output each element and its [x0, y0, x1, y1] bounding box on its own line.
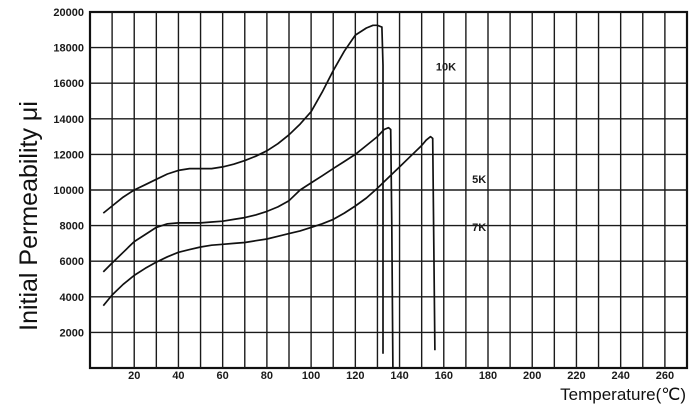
y-tick-label: 8000 [60, 221, 84, 233]
x-tick-label: 80 [261, 370, 273, 382]
series-line-5k [102, 126, 394, 369]
y-tick-label: 14000 [53, 114, 84, 126]
series-labels: 10K 5K 7K [436, 62, 486, 234]
y-tick-label: 10000 [53, 185, 84, 197]
series-lines [102, 24, 436, 369]
x-tick-label: 220 [567, 370, 585, 382]
y-tick-label: 16000 [53, 78, 84, 90]
grid-lines [88, 10, 689, 370]
x-tick-labels: 20 40 60 80 100 120 140 160 180 200 220 240 260 [128, 370, 674, 382]
y-tick-label: 12000 [53, 149, 84, 161]
x-axis-label: Temperature(℃) [560, 385, 686, 404]
y-tick-labels: 2000 4000 6000 8000 10000 12000 14000 16000 1800… [53, 7, 84, 339]
x-tick-label: 60 [217, 370, 229, 382]
x-tick-label: 240 [611, 370, 629, 382]
x-tick-label: 260 [656, 370, 674, 382]
x-tick-label: 40 [172, 370, 184, 382]
y-tick-label: 18000 [53, 43, 84, 55]
series-label-5k: 5K [472, 174, 486, 186]
series-label-7k: 7K [472, 222, 486, 234]
series-label-10k: 10K [436, 62, 456, 74]
y-tick-label: 2000 [60, 327, 84, 339]
y-tick-label: 6000 [60, 256, 84, 268]
x-tick-label: 20 [128, 370, 140, 382]
x-tick-label: 100 [302, 370, 320, 382]
series-line-10k [102, 24, 384, 354]
y-tick-label: 20000 [53, 7, 84, 19]
y-axis-label: Initial Permeability μi [15, 101, 43, 331]
y-tick-label: 4000 [60, 292, 84, 304]
x-tick-label: 200 [523, 370, 541, 382]
x-tick-label: 180 [479, 370, 497, 382]
x-tick-label: 120 [346, 370, 364, 382]
x-tick-label: 140 [390, 370, 408, 382]
x-tick-label: 160 [435, 370, 453, 382]
series-line-7k [102, 135, 436, 351]
